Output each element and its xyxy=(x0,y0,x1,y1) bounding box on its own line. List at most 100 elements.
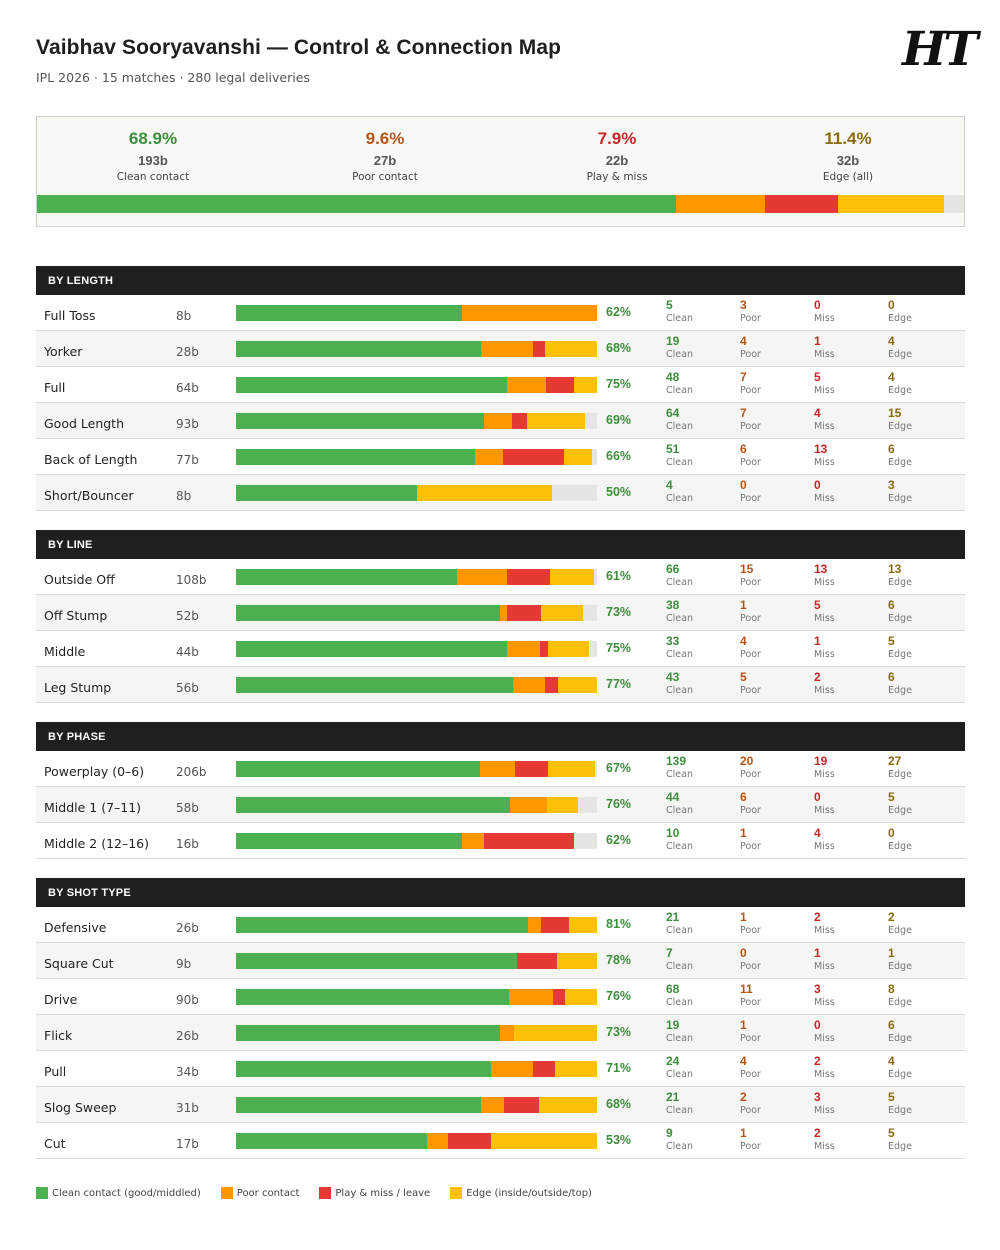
bar-segment-miss xyxy=(552,989,565,1005)
stat-clean-value: 64 xyxy=(666,406,680,420)
bar-segment-edge xyxy=(558,677,597,693)
stat-edge-label: Edge xyxy=(888,421,912,432)
row-label: Flick xyxy=(44,1028,73,1043)
stat-poor-label: Poor xyxy=(740,421,761,432)
bar-segment-miss xyxy=(541,917,570,933)
row-ball-count: 16b xyxy=(176,837,199,851)
stat-clean-value: 7 xyxy=(666,946,673,960)
stat-edge: 0 Edge xyxy=(888,298,912,324)
stat-clean: 10 Clean xyxy=(666,826,693,852)
row-stacked-bar xyxy=(236,677,597,693)
section-header: BY LENGTH xyxy=(36,266,965,295)
summary-clean-label: Clean contact xyxy=(116,171,190,183)
bar-segment-miss xyxy=(506,605,542,621)
stat-miss: 2 Miss xyxy=(814,670,835,696)
stat-miss: 3 Miss xyxy=(814,1090,835,1116)
bar-segment-poor xyxy=(484,413,512,429)
stat-miss: 0 Miss xyxy=(814,1018,835,1044)
stat-clean-value: 33 xyxy=(666,634,680,648)
stat-miss-label: Miss xyxy=(814,1069,835,1080)
stat-poor: 6 Poor xyxy=(740,790,761,816)
row-label: Pull xyxy=(44,1064,67,1079)
stat-clean-label: Clean xyxy=(666,1033,693,1044)
bar-segment-clean xyxy=(236,917,528,933)
row-ball-count: 8b xyxy=(176,309,192,323)
stat-miss-value: 0 xyxy=(814,298,821,312)
stat-edge: 6 Edge xyxy=(888,670,912,696)
row-clean-pct: 68% xyxy=(606,341,632,355)
row-label: Middle xyxy=(44,644,86,659)
stat-poor: 11 Poor xyxy=(740,982,761,1008)
stat-edge-label: Edge xyxy=(888,925,912,936)
bar-segment-edge xyxy=(564,989,597,1005)
row-ball-count: 26b xyxy=(176,1029,199,1043)
row-ball-count: 108b xyxy=(176,573,207,587)
stat-miss-label: Miss xyxy=(814,421,835,432)
bar-segment-miss xyxy=(503,449,565,465)
stat-edge: 5 Edge xyxy=(888,1090,912,1116)
stat-miss-label: Miss xyxy=(814,313,835,324)
stat-poor: 0 Poor xyxy=(740,946,761,972)
table-row: Back of Length 77b 66% 51 Clean 6 Poor 13 Miss 6 E… xyxy=(36,439,965,475)
stat-miss-label: Miss xyxy=(814,961,835,972)
row-ball-count: 34b xyxy=(176,1065,199,1079)
stat-clean: 43 Clean xyxy=(666,670,693,696)
summary-edge-count: 32b xyxy=(836,153,860,168)
stat-edge: 27 Edge xyxy=(888,754,912,780)
stat-poor-value: 0 xyxy=(740,946,747,960)
stat-poor-label: Poor xyxy=(740,385,761,396)
stat-edge-value: 13 xyxy=(888,562,902,576)
row-stacked-bar xyxy=(236,449,597,465)
stat-poor: 4 Poor xyxy=(740,1054,761,1080)
row-label: Off Stump xyxy=(44,608,108,623)
row-clean-pct: 81% xyxy=(606,917,632,931)
summary-segment-edge xyxy=(838,195,945,213)
stat-miss-value: 4 xyxy=(814,826,821,840)
summary-segment-clean xyxy=(37,195,676,213)
stat-miss: 19 Miss xyxy=(814,754,835,780)
stat-clean-label: Clean xyxy=(666,997,693,1008)
row-ball-count: 28b xyxy=(176,345,199,359)
bar-segment-clean xyxy=(236,1097,481,1113)
bar-segment-poor xyxy=(506,641,540,657)
stat-miss-value: 2 xyxy=(814,670,821,684)
stat-miss-value: 19 xyxy=(814,754,828,768)
stat-edge: 5 Edge xyxy=(888,790,912,816)
bar-segment-clean xyxy=(236,569,457,585)
stat-miss-label: Miss xyxy=(814,769,835,780)
row-label: Full Toss xyxy=(44,308,96,323)
stat-edge-label: Edge xyxy=(888,1033,912,1044)
bar-segment-miss xyxy=(539,641,548,657)
bar-segment-edge xyxy=(569,917,597,933)
stat-poor-label: Poor xyxy=(740,649,761,660)
table-row: Middle 2 (12–16) 16b 62% 10 Clean 1 Poor 4 Miss 0… xyxy=(36,823,965,859)
table-row: Defensive 26b 81% 21 Clean 1 Poor 2 Miss 2 Edge xyxy=(36,907,965,943)
stat-edge-label: Edge xyxy=(888,961,912,972)
stat-poor-label: Poor xyxy=(740,925,761,936)
stat-clean-label: Clean xyxy=(666,421,693,432)
stat-miss: 13 Miss xyxy=(814,442,835,468)
stat-miss-label: Miss xyxy=(814,493,835,504)
bar-segment-miss xyxy=(511,413,528,429)
table-row: Flick 26b 73% 19 Clean 1 Poor 0 Miss 6 Edge xyxy=(36,1015,965,1051)
row-label: Full xyxy=(44,380,66,395)
table-row: Yorker 28b 68% 19 Clean 4 Poor 1 Miss 4 Edge xyxy=(36,331,965,367)
stat-miss: 5 Miss xyxy=(814,370,835,396)
stat-miss-value: 1 xyxy=(814,634,821,648)
row-clean-pct: 76% xyxy=(606,797,632,811)
bar-segment-poor xyxy=(461,833,485,849)
bar-segment-clean xyxy=(236,761,480,777)
stat-edge-label: Edge xyxy=(888,385,912,396)
row-stacked-bar xyxy=(236,569,597,585)
stat-clean-value: 5 xyxy=(666,298,673,312)
bar-segment-edge xyxy=(550,569,594,585)
stat-edge-value: 6 xyxy=(888,670,895,684)
row-stacked-bar xyxy=(236,1097,597,1113)
stat-miss: 2 Miss xyxy=(814,1126,835,1152)
bar-segment-clean xyxy=(236,677,514,693)
stat-poor-value: 0 xyxy=(740,478,747,492)
stat-edge-value: 0 xyxy=(888,826,895,840)
stat-miss-value: 0 xyxy=(814,1018,821,1032)
section-header: BY SHOT TYPE xyxy=(36,878,965,907)
stat-miss-value: 13 xyxy=(814,442,828,456)
